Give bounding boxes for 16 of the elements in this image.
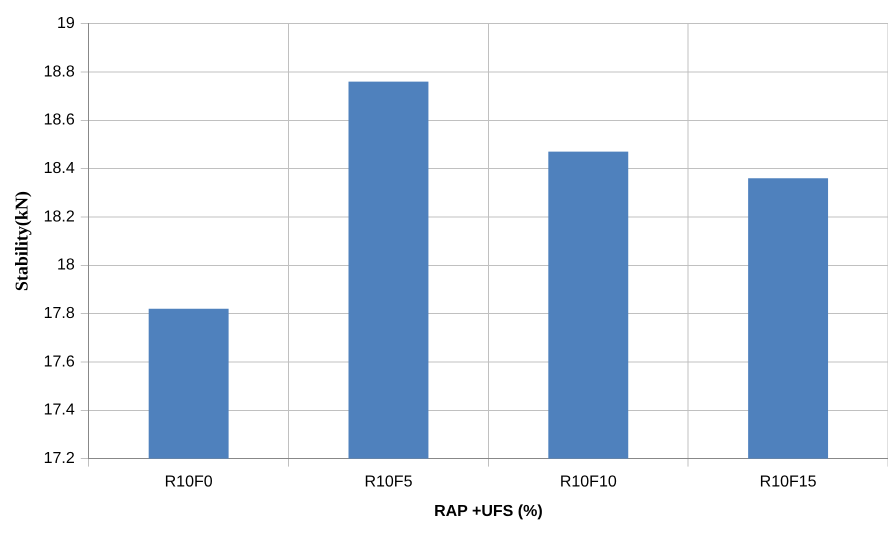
- y-tick-label: 18.4: [44, 160, 75, 178]
- y-tick-label: 18.6: [44, 112, 75, 129]
- x-tick-label: R10F0: [164, 474, 213, 491]
- x-tick-label: R10F15: [760, 474, 817, 491]
- y-tick-label: 18.8: [44, 63, 75, 80]
- y-tick-label: 17.2: [44, 450, 75, 468]
- y-tick-label: 19: [56, 15, 75, 32]
- x-tick-label: R10F5: [364, 474, 413, 491]
- y-tick-label: 17.4: [44, 402, 75, 419]
- y-tick-label: 17.8: [44, 305, 75, 322]
- y-tick-label: 18: [56, 256, 75, 274]
- y-tick-label: 18.2: [44, 208, 75, 226]
- y-axis-title: Stability(kN): [11, 191, 32, 292]
- y-tick-label: 17.6: [44, 353, 75, 370]
- x-tick-label: R10F10: [560, 474, 617, 491]
- x-axis-title: RAP +UFS (%): [434, 502, 543, 520]
